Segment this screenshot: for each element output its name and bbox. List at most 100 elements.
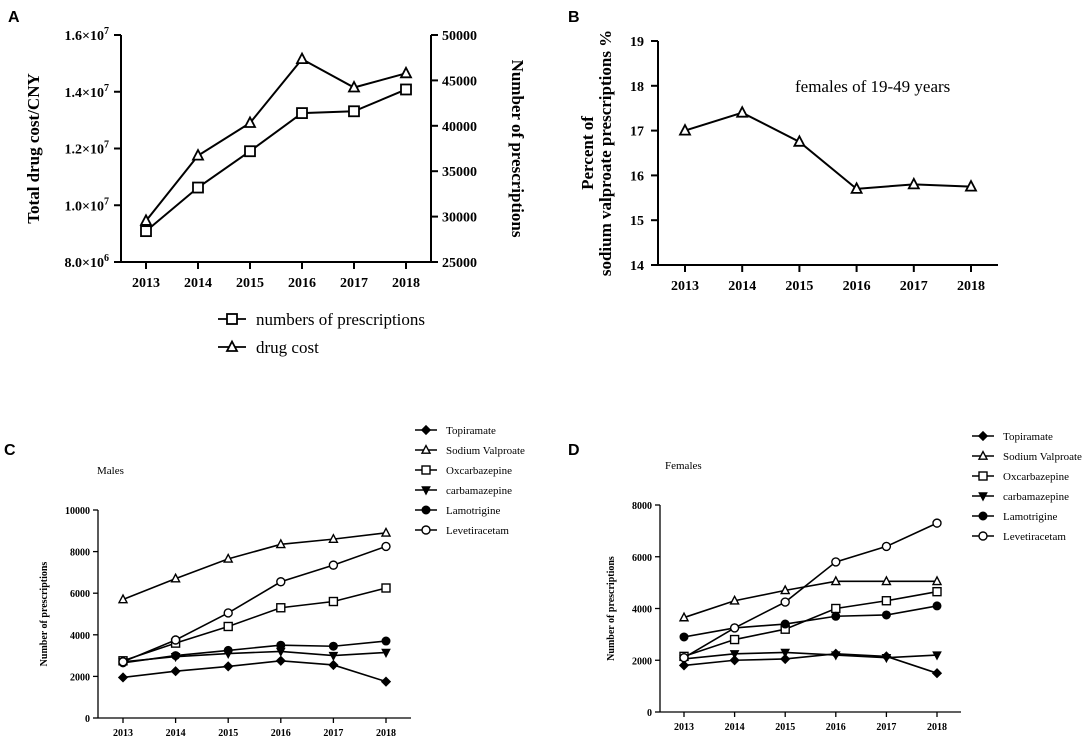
- y-tick-label-right: 30000: [442, 211, 477, 226]
- legend-marker-drug-cost: [225, 339, 239, 352]
- y-tick-label-right: 35000: [442, 165, 477, 180]
- legend-marker-levetiracetam: [421, 525, 431, 535]
- legend-label-sodium-valproate: Sodium Valproate: [446, 445, 525, 457]
- point-drug-cost: [191, 148, 205, 161]
- point-sodium-valproate: [275, 538, 286, 549]
- point-carbamazepine: [932, 651, 942, 661]
- point-carbamazepine: [780, 648, 791, 658]
- series-line-levetiracetam: [122, 545, 387, 663]
- legend-label-lamotrigine: Lamotrigine: [1003, 511, 1057, 523]
- annotation-label: females of 19-49 years: [795, 77, 950, 96]
- point-carbamazepine: [830, 651, 841, 661]
- series-line-oxcarbazepine: [122, 587, 387, 662]
- series-line-sodium-valproate: [683, 580, 937, 619]
- point-lamotrigine: [276, 640, 286, 650]
- series-line-levetiracetam: [683, 522, 938, 659]
- panel-letter-b: B: [568, 9, 580, 26]
- point-lamotrigine: [381, 636, 391, 646]
- series-line-sodium-valproate: [122, 532, 387, 601]
- point-sodium-valproate: [380, 526, 392, 537]
- legend-label-topiramate: Topiramate: [1003, 431, 1053, 443]
- panel-letter-c: C: [4, 442, 16, 459]
- point-oxcarbazepine: [381, 583, 391, 593]
- point-carbamazepine: [328, 651, 339, 662]
- y-tick-label: 16: [630, 169, 644, 184]
- point-females-of-19-49-years: [850, 181, 864, 194]
- x-tick-label: 2016: [271, 728, 291, 739]
- point-drug-cost: [243, 115, 257, 128]
- point-levetiracetam: [276, 577, 286, 587]
- y-tick-label: 8000: [70, 548, 90, 559]
- y-tick-label: 6000: [632, 553, 652, 564]
- point-topiramate: [380, 676, 392, 687]
- x-tick-label: 2016: [843, 279, 871, 294]
- point-oxcarbazepine: [276, 603, 286, 613]
- point-topiramate: [780, 653, 791, 665]
- point-drug-cost: [139, 213, 153, 226]
- point-sodium-valproate: [328, 533, 339, 544]
- y-tick-label-left: 1.6×107: [65, 26, 109, 44]
- point-carbamazepine: [381, 648, 391, 658]
- x-tick-label: 2017: [340, 276, 368, 291]
- legend-marker-sodium-valproate: [420, 444, 432, 454]
- legend-label-oxcarbazepine: Oxcarbazepine: [1003, 471, 1069, 483]
- y-tick-label-right: 50000: [442, 29, 477, 44]
- point-numbers-of-prescriptions: [296, 107, 308, 119]
- x-tick-label: 2013: [113, 728, 133, 739]
- point-females-of-19-49-years: [792, 134, 806, 147]
- point-oxcarbazepine: [328, 596, 339, 607]
- x-tick-label: 2016: [288, 276, 316, 291]
- legend-label-numbers-of-prescriptions: numbers of prescriptions: [256, 310, 425, 329]
- legend-label-oxcarbazepine: Oxcarbazepine: [446, 465, 512, 477]
- y-tick-label: 2000: [70, 672, 90, 683]
- point-females-of-19-49-years: [735, 105, 749, 118]
- x-tick-label: 2014: [184, 276, 212, 291]
- point-lamotrigine: [780, 619, 790, 629]
- y-tick-label: 2000: [632, 656, 652, 667]
- point-sodium-valproate: [678, 611, 690, 622]
- legend-label-levetiracetam: Levetiracetam: [446, 525, 509, 537]
- legend-marker-sodium-valproate: [977, 450, 989, 460]
- legend-label-lamotrigine: Lamotrigine: [446, 505, 500, 517]
- point-topiramate: [170, 666, 181, 677]
- y-tick-label-left: 1.0×107: [65, 196, 109, 214]
- x-tick-label: 2013: [671, 279, 699, 294]
- point-numbers-of-prescriptions: [244, 145, 256, 158]
- point-topiramate: [931, 668, 943, 679]
- y-tick-label: 18: [630, 80, 644, 95]
- series-line-oxcarbazepine: [683, 590, 938, 658]
- series-line-topiramate: [122, 659, 387, 683]
- x-tick-label: 2018: [927, 722, 947, 733]
- point-sodium-valproate: [830, 575, 841, 586]
- y-tick-label: 14: [630, 259, 644, 274]
- point-numbers-of-prescriptions: [400, 83, 412, 96]
- legend-marker-oxcarbazepine: [421, 465, 431, 475]
- x-tick-label: 2015: [775, 722, 795, 733]
- panel-letter-d: D: [568, 442, 580, 459]
- legend-marker-oxcarbazepine: [978, 471, 988, 481]
- x-tick-label: 2014: [725, 722, 745, 733]
- legend-marker-carbamazepine: [978, 492, 988, 502]
- point-topiramate: [678, 660, 690, 671]
- y-tick-label: 4000: [70, 631, 90, 642]
- point-levetiracetam: [780, 597, 790, 607]
- point-sodium-valproate: [780, 584, 791, 595]
- y-axis-title-right: Number of prescriptions: [508, 60, 527, 238]
- point-oxcarbazepine: [831, 603, 841, 614]
- chart-title: Females: [665, 460, 702, 472]
- legend-marker-levetiracetam: [978, 531, 988, 541]
- y-tick-label: 10000: [65, 506, 90, 517]
- legend-marker-lamotrigine: [978, 511, 988, 521]
- point-levetiracetam: [381, 541, 391, 552]
- point-levetiracetam: [729, 623, 740, 633]
- series-line-females-of-19-49-years: [684, 111, 972, 190]
- point-lamotrigine: [881, 610, 891, 620]
- point-levetiracetam: [881, 541, 892, 552]
- point-lamotrigine: [223, 645, 233, 655]
- y-axis-title: Number of prescriptions: [39, 562, 50, 667]
- point-lamotrigine: [679, 632, 689, 642]
- x-tick-label: 2014: [728, 279, 756, 294]
- point-topiramate: [223, 661, 234, 672]
- y-tick-label-left: 1.2×107: [65, 140, 109, 158]
